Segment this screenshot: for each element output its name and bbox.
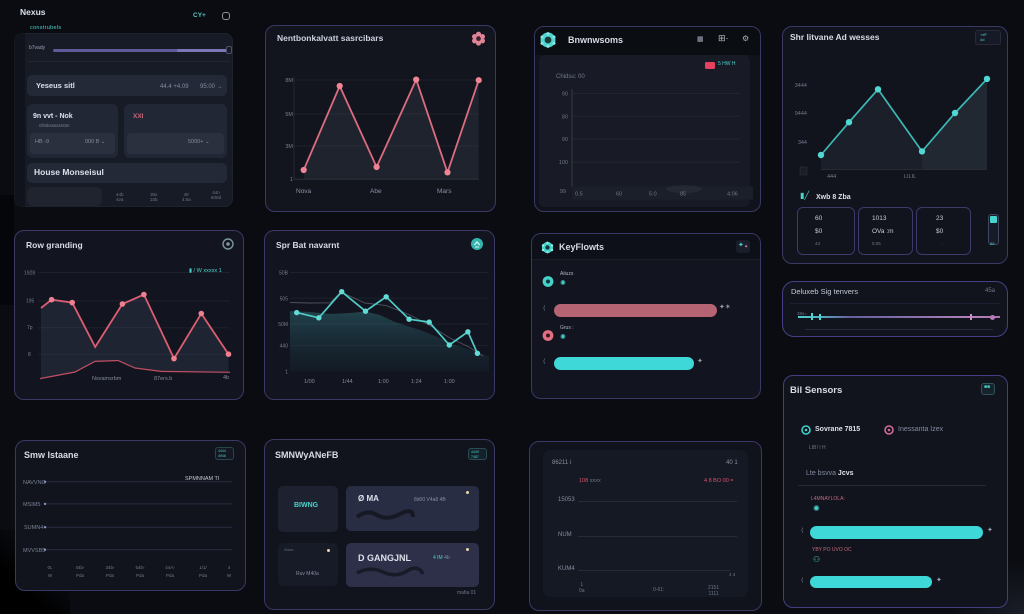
svg-text:100: 100 [559,160,568,166]
svg-text:90: 90 [562,137,568,143]
svg-text:505: 505 [280,297,289,303]
svg-text:4: 4 [228,565,231,570]
svg-text:Pda: Pda [106,573,115,578]
svg-text:1:00: 1:00 [444,379,455,385]
svg-text:54b›: 54b› [135,565,145,570]
svg-text:Pda: Pda [136,573,145,578]
svg-text:4b: 4b [223,375,229,381]
svg-text:1:00: 1:00 [378,379,389,385]
svg-text:NAVVNG: NAVVNG [23,480,46,486]
svg-text:8: 8 [28,352,31,358]
svg-text:Pda: Pda [76,573,85,578]
svg-text:90: 90 [562,92,568,98]
svg-text:MSIM5: MSIM5 [23,502,40,508]
svg-text:50B: 50B [279,271,289,277]
svg-text:5M: 5M [285,112,293,118]
svg-text:44b›: 44b› [75,565,85,570]
svg-text:1: 1 [290,177,293,183]
svg-text:9444: 9444 [795,111,807,117]
svg-text:Nsvamsrbm: Nsvamsrbm [92,376,122,382]
svg-text:5:0: 5:0 [649,192,657,198]
svg-text:4:06: 4:06 [727,192,738,198]
svg-text:1/00: 1/00 [304,379,315,385]
svg-text:3444: 3444 [795,83,807,89]
svg-text:W: W [227,573,232,578]
svg-text:MVVSB5: MVVSB5 [23,548,45,554]
svg-text:34b›: 34b› [105,565,115,570]
svg-text:80: 80 [562,115,568,121]
svg-text:60: 60 [616,192,622,198]
svg-text:85: 85 [680,192,686,198]
svg-text:3M: 3M [285,144,293,150]
svg-text:Pda: Pda [199,573,208,578]
svg-text:8M: 8M [285,78,293,84]
svg-text:99: 99 [560,189,566,195]
svg-text:Abe: Abe [370,188,382,195]
svg-text:Pda: Pda [166,573,175,578]
svg-text:SUMN4: SUMN4 [24,525,43,531]
svg-text:1:24: 1:24 [411,379,422,385]
svg-text:50M: 50M [278,322,288,328]
svg-text:444: 444 [827,174,836,180]
svg-text:1928: 1928 [24,271,35,277]
svg-text:1/44: 1/44 [342,379,353,385]
svg-text:1/1/: 1/1/ [199,565,207,570]
svg-text:440: 440 [280,344,289,350]
svg-text:44A›: 44A› [165,565,175,570]
svg-text:7p: 7p [27,325,33,331]
svg-text:Mars: Mars [437,188,452,195]
svg-text:0.5: 0.5 [575,192,583,198]
svg-text:1: 1 [285,370,288,376]
svg-text:LILIL: LILIL [904,174,916,180]
svg-text:0L: 0L [47,565,53,570]
svg-text:195: 195 [26,299,35,305]
svg-text:Nova: Nova [296,188,312,195]
svg-text:87ers.b: 87ers.b [154,376,172,382]
svg-text:W: W [48,573,53,578]
svg-text:344: 344 [798,140,807,146]
